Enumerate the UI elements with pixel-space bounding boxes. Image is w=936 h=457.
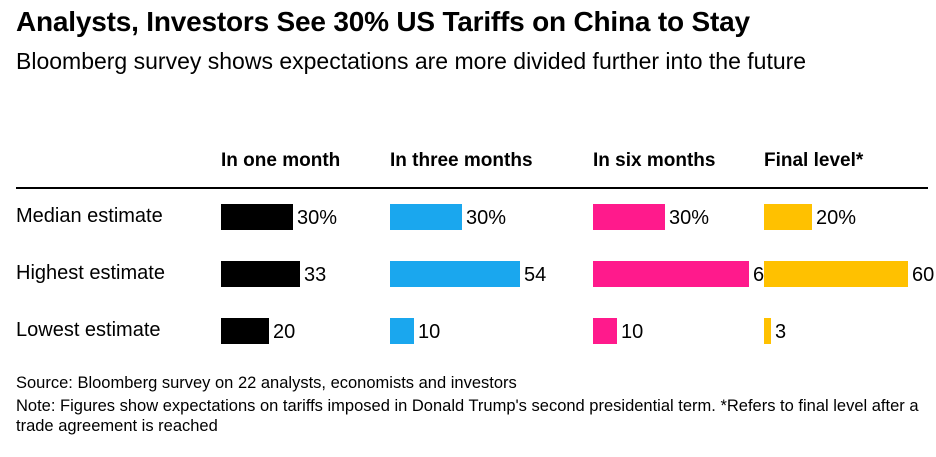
bar-in-three-months-lowest-estimate	[390, 318, 414, 344]
row-label-median-estimate: Median estimate	[16, 205, 163, 227]
value-label-final-level-median-estimate: 20%	[816, 207, 857, 229]
column-header-in-six-months: In six months	[593, 150, 716, 171]
value-label-final-level-highest-estimate: 60	[912, 264, 935, 286]
column-header-final-level: Final level*	[764, 150, 864, 171]
value-label-in-six-months-median-estimate: 30%	[669, 207, 710, 229]
source-note: Source: Bloomberg survey on 22 analysts,…	[16, 374, 517, 392]
bar-final-level-median-estimate	[764, 204, 812, 230]
value-label-in-three-months-lowest-estimate: 10	[418, 321, 441, 343]
bar-final-level-lowest-estimate	[764, 318, 771, 344]
bar-in-one-month-median-estimate	[221, 204, 293, 230]
row-label-highest-estimate: Highest estimate	[16, 262, 165, 284]
bar-in-six-months-lowest-estimate	[593, 318, 617, 344]
value-label-in-one-month-lowest-estimate: 20	[273, 321, 296, 343]
chart-title: Analysts, Investors See 30% US Tariffs o…	[16, 6, 750, 37]
bar-in-one-month-highest-estimate	[221, 261, 300, 287]
value-label-in-one-month-highest-estimate: 33	[304, 264, 327, 286]
value-label-in-three-months-highest-estimate: 54	[524, 264, 547, 286]
value-label-in-three-months-median-estimate: 30%	[466, 207, 507, 229]
value-label-final-level-lowest-estimate: 3	[775, 321, 787, 343]
column-header-in-one-month: In one month	[221, 150, 341, 171]
bar-in-three-months-highest-estimate	[390, 261, 520, 287]
bar-in-six-months-highest-estimate	[593, 261, 749, 287]
value-label-in-one-month-median-estimate: 30%	[297, 207, 338, 229]
header-divider	[16, 187, 928, 189]
bar-in-six-months-median-estimate	[593, 204, 665, 230]
footnote: Note: Figures show expectations on tarif…	[16, 397, 919, 435]
chart-subtitle: Bloomberg survey shows expectations are …	[16, 48, 807, 74]
value-label-in-six-months-lowest-estimate: 10	[621, 321, 644, 343]
bar-in-three-months-median-estimate	[390, 204, 462, 230]
bar-final-level-highest-estimate	[764, 261, 908, 287]
row-label-lowest-estimate: Lowest estimate	[16, 319, 161, 341]
bar-in-one-month-lowest-estimate	[221, 318, 269, 344]
column-header-in-three-months: In three months	[390, 150, 533, 171]
